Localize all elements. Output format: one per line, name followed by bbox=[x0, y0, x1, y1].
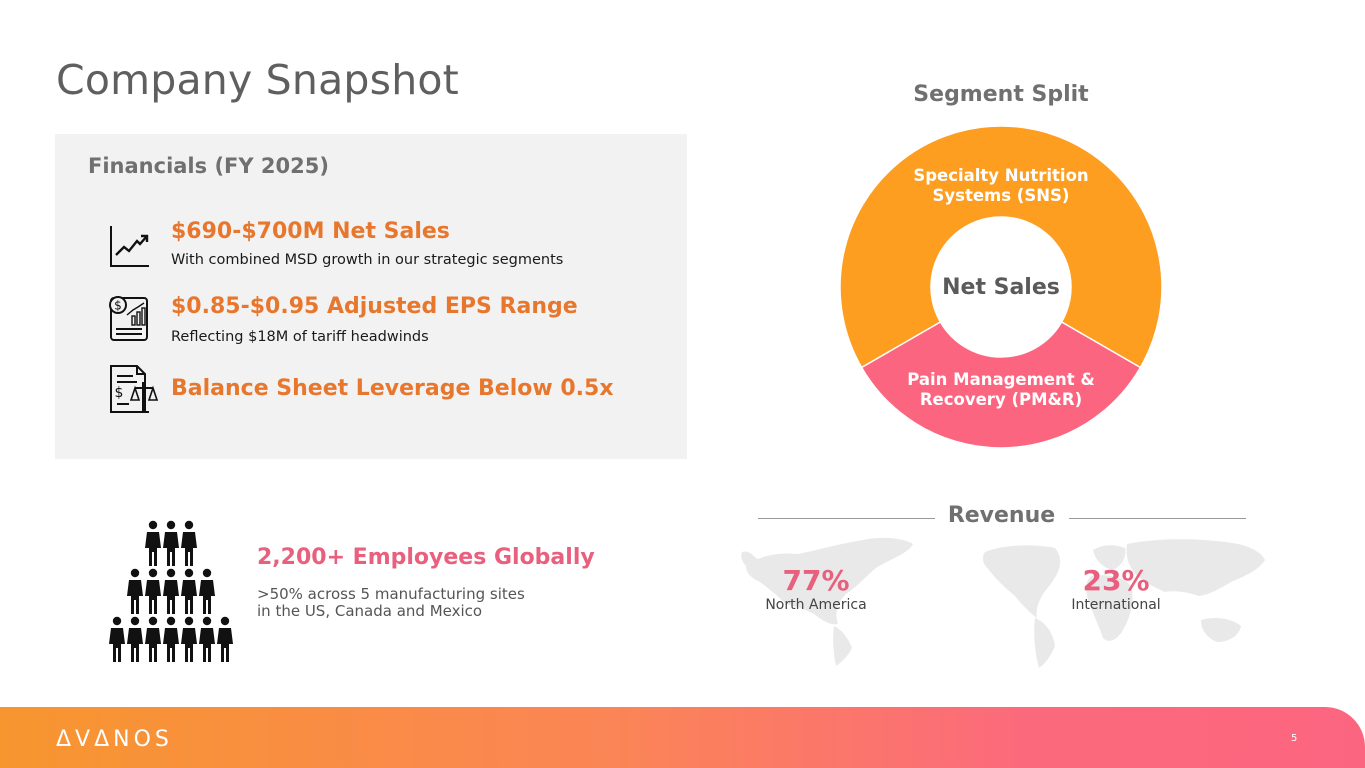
sns-label-line2: Systems (SNS) bbox=[933, 186, 1070, 205]
pmr-segment bbox=[860, 320, 1142, 449]
international-revenue-pct: 23% bbox=[1082, 564, 1150, 597]
segment-split-title: Segment Split bbox=[913, 82, 1089, 107]
north-america-map-icon bbox=[741, 537, 913, 666]
financials-panel: Financials (FY 2025) $690-$700M Net Sale… bbox=[55, 134, 687, 459]
employees-line-2: in the US, Canada and Mexico bbox=[257, 602, 483, 620]
employees-description: >50% across 5 manufacturing sites in the… bbox=[257, 586, 525, 620]
page-title: Company Snapshot bbox=[56, 56, 459, 104]
employees-line-1: >50% across 5 manufacturing sites bbox=[257, 585, 525, 603]
net-sales-headline: $690-$700M Net Sales bbox=[171, 219, 450, 244]
sns-segment bbox=[839, 125, 1163, 369]
balance-sheet-scale-icon: $ bbox=[110, 365, 159, 413]
sns-label-line1: Specialty Nutrition bbox=[913, 166, 1088, 185]
svg-text:$: $ bbox=[114, 299, 122, 313]
employees-headline: 2,200+ Employees Globally bbox=[257, 545, 595, 570]
north-america-revenue-pct: 77% bbox=[782, 564, 850, 597]
revenue-divider-right bbox=[1069, 518, 1246, 519]
company-logo: ΔVΔNOS bbox=[56, 727, 173, 752]
net-sales-sub: With combined MSD growth in our strategi… bbox=[171, 252, 564, 268]
footer-bar: ΔVΔNOS 5 bbox=[0, 707, 1365, 768]
svg-text:$: $ bbox=[115, 385, 124, 401]
international-label: International bbox=[1071, 597, 1161, 613]
revenue-title: Revenue bbox=[947, 503, 1056, 528]
north-america-label: North America bbox=[765, 597, 867, 613]
page-number: 5 bbox=[1291, 733, 1298, 744]
financials-heading: Financials (FY 2025) bbox=[88, 154, 329, 178]
eps-sub: Reflecting $18M of tariff headwinds bbox=[171, 329, 429, 345]
growth-chart-icon bbox=[110, 226, 149, 267]
leverage-headline: Balance Sheet Leverage Below 0.5x bbox=[171, 376, 614, 401]
pmr-label-line2: Recovery (PM&R) bbox=[920, 390, 1082, 409]
donut-center-label: Net Sales bbox=[942, 275, 1060, 300]
people-group-icon bbox=[109, 520, 233, 662]
revenue-divider-left bbox=[758, 518, 935, 519]
eps-headline: $0.85-$0.95 Adjusted EPS Range bbox=[171, 294, 578, 319]
segment-donut: Specialty Nutrition Systems (SNS) Net Sa… bbox=[839, 125, 1163, 449]
world-map-icon bbox=[982, 539, 1265, 668]
pmr-label-line1: Pain Management & bbox=[907, 370, 1095, 389]
financial-report-icon: $ bbox=[109, 296, 148, 341]
